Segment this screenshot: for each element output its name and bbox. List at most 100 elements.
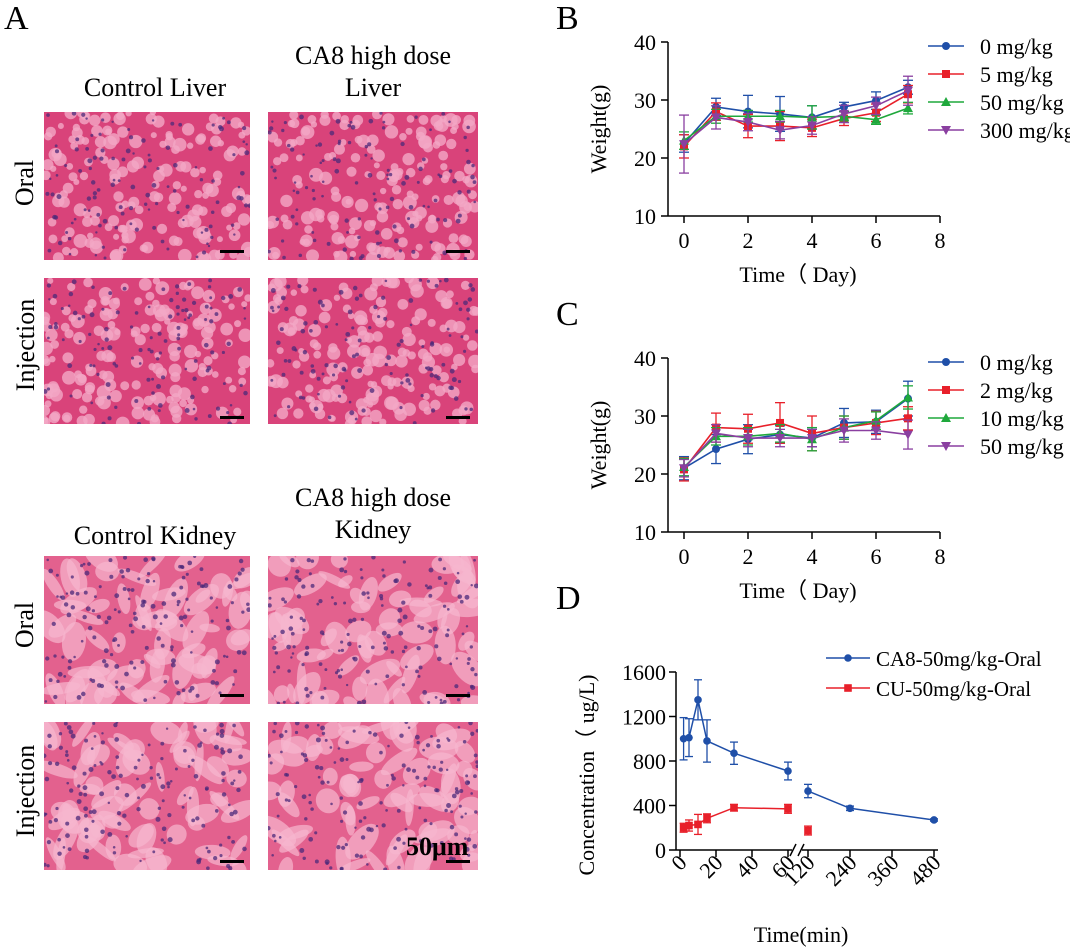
tissue-nucleus (314, 859, 319, 864)
tissue-nucleus (212, 668, 216, 673)
tissue-nucleus (111, 156, 115, 161)
tissue-nucleus (375, 824, 379, 828)
tissue-cell (142, 408, 156, 421)
tissue-cell (150, 132, 157, 139)
tissue-cell (73, 331, 86, 345)
tissue-nucleus (169, 297, 174, 303)
tissue-nucleus (442, 699, 447, 704)
tissue-nucleus (165, 727, 169, 730)
tissue-nucleus (291, 652, 295, 655)
tissue-nucleus (434, 788, 439, 793)
tissue-nucleus (214, 312, 219, 316)
tissue-nucleus (196, 581, 201, 586)
tissue-cell (100, 112, 111, 123)
tissue-nucleus (232, 723, 236, 728)
tissue-nucleus (214, 809, 219, 813)
tissue-cell (422, 177, 431, 186)
tissue-nucleus (462, 740, 467, 744)
tissue-cell (201, 385, 209, 394)
data-point (730, 803, 738, 812)
tissue-nucleus (318, 599, 323, 604)
tissue-nucleus (429, 240, 433, 244)
tissue-cell (57, 122, 64, 129)
tissue-nucleus (438, 767, 443, 772)
tissue-nucleus (347, 123, 352, 128)
tissue-nucleus (276, 701, 281, 704)
tissue-nucleus (188, 689, 192, 693)
tissue-nucleus (302, 153, 305, 156)
tissue-nucleus (96, 188, 101, 192)
tissue-cell (173, 137, 187, 152)
tissue-cell (405, 167, 416, 178)
tissue-nucleus (465, 774, 469, 778)
tissue-nucleus (57, 837, 61, 842)
tissue-nucleus (151, 377, 154, 381)
tissue-nucleus (368, 325, 372, 330)
series-line (683, 699, 789, 772)
tissue-nucleus (110, 182, 115, 188)
tissue-nucleus (290, 631, 295, 636)
tissue-cell (322, 376, 331, 385)
tissue-nucleus (215, 732, 220, 736)
tissue-nucleus (53, 694, 58, 700)
tissue-cell (170, 405, 183, 418)
tissue-nucleus (138, 348, 143, 353)
tissue-nucleus (100, 829, 105, 834)
tissue-cell (268, 359, 275, 368)
tissue-nucleus (108, 558, 113, 563)
tissue-cell (238, 131, 246, 139)
tissue-nucleus (156, 772, 160, 777)
tissue-nucleus (84, 738, 89, 743)
tissue-nucleus (82, 562, 86, 566)
tissue-nucleus (354, 417, 358, 421)
tissue-cell (405, 127, 413, 135)
tissue-cell (460, 235, 472, 247)
tissue-nucleus (437, 173, 440, 176)
tissue-texture (44, 112, 250, 260)
tissue-nucleus (63, 602, 69, 607)
tissue-nucleus (455, 301, 459, 305)
tissue-nucleus (97, 342, 100, 346)
tissue-nucleus (457, 213, 462, 218)
tissue-cell (179, 399, 187, 408)
data-point (730, 749, 738, 758)
tissue-nucleus (428, 629, 433, 634)
tissue-nucleus (238, 558, 244, 564)
tissue-nucleus (139, 859, 142, 863)
tissue-nucleus (155, 816, 161, 822)
tissue-cell (455, 194, 468, 208)
tissue-nucleus (129, 222, 133, 226)
tissue-nucleus (402, 784, 405, 787)
tissue-nucleus (386, 168, 390, 172)
tissue-nucleus (271, 120, 274, 123)
tissue-nucleus (188, 313, 193, 318)
tissue-cell (299, 238, 306, 246)
tissue-nucleus (83, 813, 88, 818)
legend-label: 0 mg/kg (980, 350, 1053, 375)
tissue-cell (145, 113, 157, 125)
tissue-nucleus (69, 394, 73, 398)
tissue-nucleus (308, 836, 314, 842)
tissue-tubule (364, 630, 387, 656)
tissue-nucleus (272, 645, 277, 650)
tissue-cell (66, 162, 74, 170)
data-point (784, 805, 792, 813)
tissue-nucleus (100, 762, 104, 766)
tissue-cell (113, 191, 124, 202)
tissue-nucleus (202, 250, 207, 255)
tissue-nucleus (85, 117, 88, 120)
tissue-nucleus (345, 683, 349, 687)
tissue-nucleus (284, 730, 288, 733)
tissue-cell (397, 237, 408, 248)
tissue-nucleus (57, 851, 62, 856)
tissue-cell (348, 227, 356, 235)
row-label-liver-injection: Injection (11, 298, 40, 392)
tissue-nucleus (311, 231, 315, 234)
tissue-cell (129, 218, 144, 232)
tissue-tubule (330, 556, 348, 569)
tissue-tubule (44, 568, 65, 601)
tissue-nucleus (84, 570, 90, 576)
tissue-tubule (44, 760, 78, 779)
tissue-nucleus (183, 748, 187, 753)
tissue-nucleus (141, 599, 146, 604)
